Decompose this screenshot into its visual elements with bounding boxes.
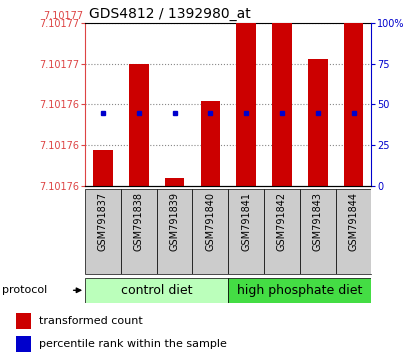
Bar: [165, 178, 184, 186]
Text: 7.10177: 7.10177: [43, 11, 83, 21]
Text: protocol: protocol: [2, 285, 47, 295]
Text: GSM791838: GSM791838: [134, 192, 144, 251]
Bar: [228, 278, 371, 303]
Bar: [93, 150, 113, 186]
Bar: [308, 59, 327, 186]
Text: GSM791839: GSM791839: [170, 192, 180, 251]
Bar: [17, 313, 31, 329]
Bar: [336, 189, 371, 274]
Bar: [236, 23, 256, 186]
Text: percentile rank within the sample: percentile rank within the sample: [39, 339, 227, 349]
Text: control diet: control diet: [121, 284, 193, 297]
Bar: [228, 189, 264, 274]
Text: GSM791842: GSM791842: [277, 192, 287, 251]
Bar: [129, 64, 149, 186]
Bar: [300, 189, 336, 274]
Bar: [121, 189, 157, 274]
Text: transformed count: transformed count: [39, 316, 143, 326]
Text: GDS4812 / 1392980_at: GDS4812 / 1392980_at: [89, 7, 251, 21]
Bar: [272, 23, 292, 186]
Bar: [85, 189, 121, 274]
Bar: [85, 278, 228, 303]
Text: GSM791844: GSM791844: [349, 192, 359, 251]
Text: high phosphate diet: high phosphate diet: [237, 284, 363, 297]
Text: GSM791843: GSM791843: [313, 192, 323, 251]
Bar: [193, 189, 228, 274]
Bar: [157, 189, 193, 274]
Bar: [264, 189, 300, 274]
Text: GSM791841: GSM791841: [241, 192, 251, 251]
Text: GSM791837: GSM791837: [98, 192, 108, 251]
Text: GSM791840: GSM791840: [205, 192, 215, 251]
Bar: [17, 336, 31, 352]
Bar: [344, 23, 364, 186]
Bar: [200, 101, 220, 186]
